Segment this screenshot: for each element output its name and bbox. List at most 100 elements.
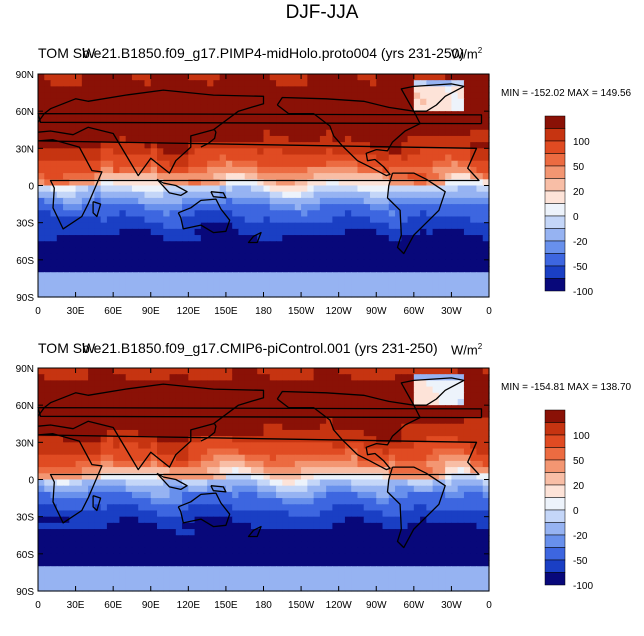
heatmap-cell — [63, 235, 70, 242]
heatmap-cell — [320, 449, 327, 456]
heatmap-cell — [88, 523, 95, 530]
heatmap-cell — [276, 192, 283, 199]
heatmap-cell — [270, 504, 277, 511]
heatmap-cell — [113, 523, 120, 530]
heatmap-cell — [332, 535, 339, 542]
heatmap-cell — [182, 124, 189, 131]
heatmap-cell — [238, 548, 245, 555]
heatmap-cell — [451, 418, 458, 425]
heatmap-cell — [201, 247, 208, 254]
y-tick-label: 90N — [16, 70, 34, 81]
heatmap-cell — [132, 186, 139, 193]
heatmap-cell — [151, 492, 158, 499]
heatmap-cell — [220, 99, 227, 106]
heatmap-cell — [57, 486, 64, 493]
heatmap-cell — [245, 142, 252, 149]
heatmap-cell — [220, 548, 227, 555]
heatmap-cell — [119, 492, 126, 499]
colorbar-segment — [545, 166, 565, 179]
heatmap-cell — [63, 241, 70, 248]
heatmap-cell — [264, 504, 271, 511]
heatmap-cell — [458, 399, 465, 406]
heatmap-cell — [307, 173, 314, 180]
heatmap-cell — [113, 216, 120, 223]
heatmap-cell — [376, 74, 383, 81]
heatmap-cell — [126, 368, 133, 375]
heatmap-cell — [201, 86, 208, 93]
heatmap-cell — [264, 523, 271, 530]
heatmap-cell — [314, 74, 321, 81]
heatmap-cell — [326, 254, 333, 261]
heatmap-cell — [257, 216, 264, 223]
heatmap-cell — [439, 380, 446, 387]
heatmap-cell — [257, 210, 264, 217]
heatmap-cell — [389, 155, 396, 162]
heatmap-cell — [451, 424, 458, 431]
heatmap-cell — [414, 430, 421, 437]
heatmap-cell — [182, 216, 189, 223]
heatmap-cell — [426, 418, 433, 425]
heatmap-cell — [345, 510, 352, 517]
heatmap-cell — [433, 424, 440, 431]
heatmap-cell — [151, 278, 158, 285]
heatmap-cell — [182, 130, 189, 137]
heatmap-cell — [226, 554, 233, 561]
heatmap-cell — [132, 278, 139, 285]
heatmap-cell — [101, 529, 108, 536]
heatmap-cell — [238, 223, 245, 230]
heatmap-cell — [188, 455, 195, 462]
heatmap-cell — [264, 498, 271, 505]
heatmap-cell — [232, 229, 239, 236]
heatmap-cell — [63, 380, 70, 387]
heatmap-cell — [132, 449, 139, 456]
heatmap-cell — [220, 399, 227, 406]
heatmap-cell — [357, 204, 364, 211]
heatmap-cell — [88, 449, 95, 456]
heatmap-cell — [151, 216, 158, 223]
heatmap-cell — [176, 241, 183, 248]
heatmap-cell — [270, 510, 277, 517]
heatmap-cell — [82, 368, 89, 375]
heatmap-cell — [282, 541, 289, 548]
heatmap-cell — [107, 241, 114, 248]
heatmap-cell — [433, 173, 440, 180]
heatmap-cell — [51, 374, 58, 381]
heatmap-cell — [451, 136, 458, 143]
heatmap-cell — [57, 523, 64, 530]
heatmap-cell — [138, 80, 145, 87]
heatmap-cell — [188, 442, 195, 449]
heatmap-cell — [420, 387, 427, 394]
heatmap-cell — [408, 130, 415, 137]
heatmap-cell — [188, 374, 195, 381]
heatmap-cell — [207, 260, 214, 267]
heatmap-cell — [426, 130, 433, 137]
heatmap-cell — [57, 173, 64, 180]
y-tick-label: 30N — [16, 144, 34, 155]
heatmap-cell — [458, 523, 465, 530]
heatmap-cell — [226, 161, 233, 168]
heatmap-cell — [226, 260, 233, 267]
heatmap-cell — [464, 554, 471, 561]
heatmap-cell — [188, 541, 195, 548]
heatmap-cell — [245, 430, 252, 437]
heatmap-cell — [282, 380, 289, 387]
heatmap-cell — [201, 529, 208, 536]
heatmap-cell — [182, 105, 189, 112]
heatmap-cell — [414, 285, 421, 292]
heatmap-cell — [126, 99, 133, 106]
heatmap-cell — [264, 80, 271, 87]
heatmap-cell — [445, 467, 452, 474]
heatmap-cell — [314, 461, 321, 468]
heatmap-cell — [195, 136, 202, 143]
heatmap-cell — [282, 554, 289, 561]
heatmap-cell — [226, 436, 233, 443]
heatmap-cell — [445, 510, 452, 517]
heatmap-cell — [357, 554, 364, 561]
colorbar-label: 20 — [573, 187, 585, 198]
heatmap-cell — [420, 560, 427, 567]
heatmap-cell — [439, 272, 446, 279]
heatmap-cell — [408, 260, 415, 267]
heatmap-cell — [182, 260, 189, 267]
heatmap-cell — [195, 467, 202, 474]
heatmap-cell — [63, 510, 70, 517]
